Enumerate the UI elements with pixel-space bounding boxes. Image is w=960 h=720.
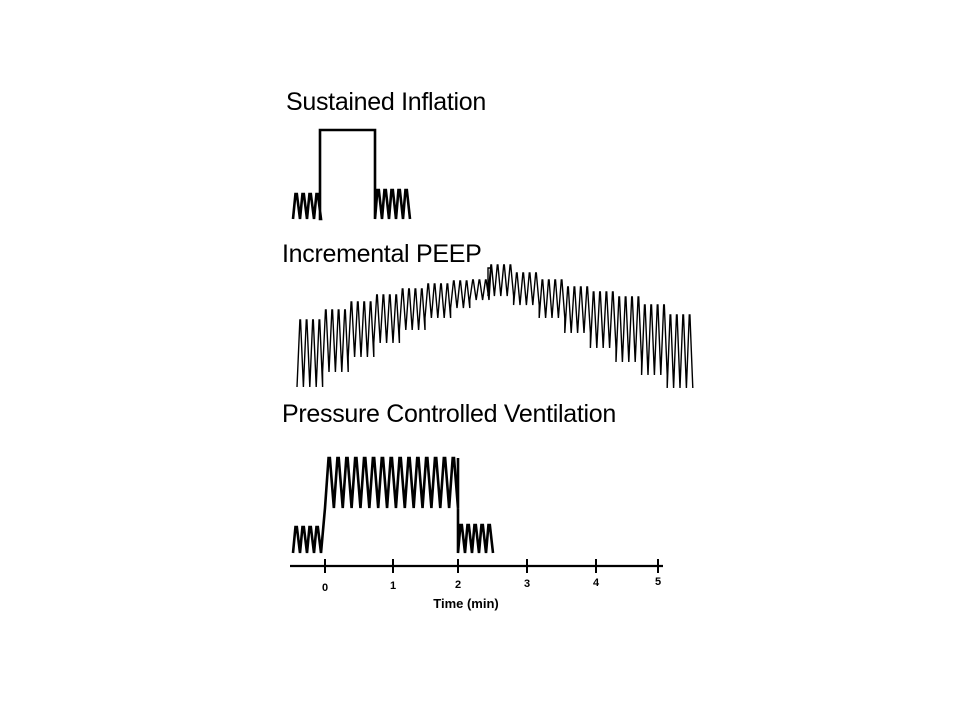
- time-axis-tick-marks: [324, 559, 659, 573]
- incremental-peep-title: Incremental PEEP: [282, 240, 482, 268]
- time-tick-label-2: 2: [455, 579, 461, 591]
- sustained-inflation-waveform: [291, 128, 412, 221]
- pressure-controlled-ventilation-waveform: [291, 456, 495, 554]
- time-tick-label-4: 4: [593, 577, 600, 589]
- time-tick-label-3: 3: [524, 578, 530, 590]
- incremental-peep-waveform: [296, 264, 694, 389]
- time-axis: 0 1 2 3 4 5 Time (min): [290, 559, 663, 611]
- time-tick-label-5: 5: [655, 576, 661, 588]
- time-tick-label-1: 1: [390, 580, 396, 592]
- time-tick-label-0: 0: [322, 582, 328, 594]
- sustained-inflation-title: Sustained Inflation: [286, 88, 487, 116]
- pressure-controlled-ventilation-title: Pressure Controlled Ventilation: [282, 400, 616, 428]
- time-axis-title: Time (min): [433, 596, 499, 611]
